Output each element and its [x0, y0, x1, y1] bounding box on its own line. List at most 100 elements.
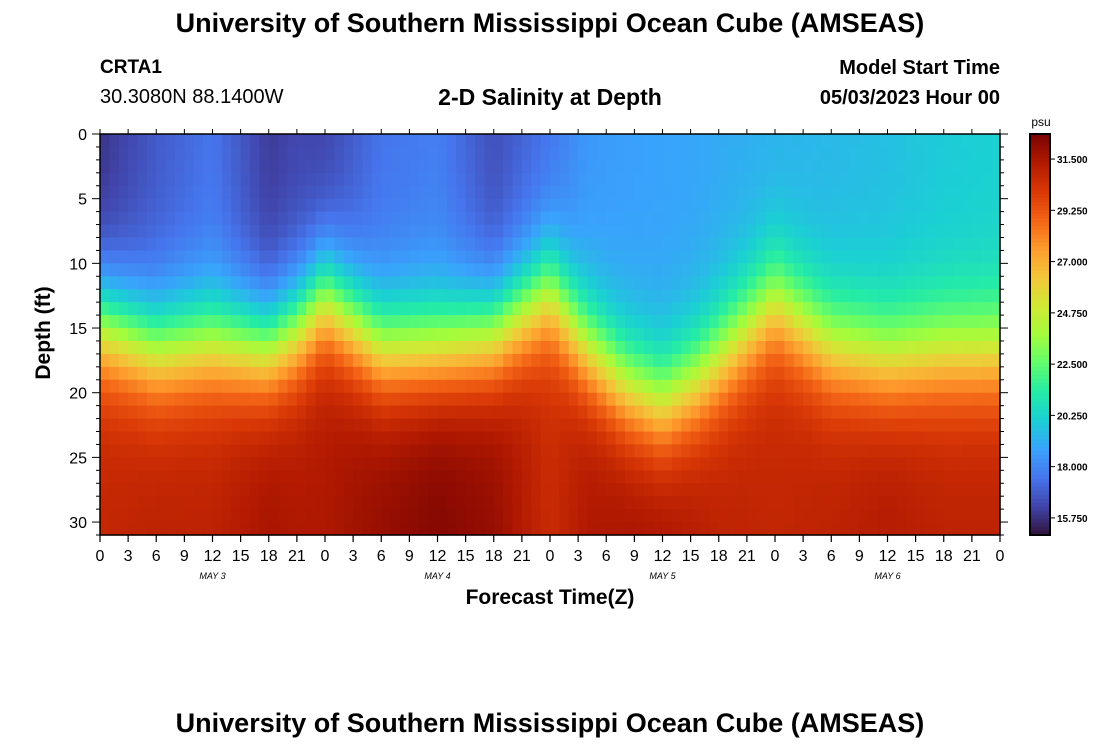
x-tick-label: 15 [232, 548, 250, 565]
heatmap-cell [118, 522, 129, 536]
heatmap-cell [718, 496, 729, 510]
heatmap-cell [943, 315, 954, 329]
heatmap-cell [906, 328, 917, 342]
heatmap-cell [221, 509, 232, 523]
heatmap-cell [737, 405, 748, 420]
heatmap-cell [662, 302, 673, 316]
heatmap-cell [193, 211, 204, 226]
heatmap-cell [971, 483, 982, 497]
heatmap-cell [634, 146, 645, 161]
heatmap-cell [784, 379, 795, 394]
heatmap-cell [165, 172, 176, 187]
heatmap-cell [493, 431, 504, 446]
heatmap-cell [868, 302, 879, 316]
heatmap-cell [728, 224, 739, 239]
heatmap-cell [437, 353, 448, 368]
heatmap-cell [596, 328, 607, 342]
heatmap-cell [709, 457, 720, 471]
heatmap-cell [475, 431, 485, 446]
heatmap-cell [362, 483, 373, 497]
heatmap-cell [156, 134, 167, 148]
heatmap-cell [175, 237, 185, 252]
heatmap-cell [625, 250, 635, 264]
heatmap-cell [906, 146, 917, 161]
heatmap-cell [465, 366, 476, 381]
heatmap-cell [193, 405, 204, 420]
heatmap-cell [231, 366, 242, 381]
x-tick-label: 21 [513, 548, 531, 565]
heatmap-cell [278, 444, 289, 458]
heatmap-cell [146, 263, 157, 277]
heatmap-cell [531, 185, 542, 200]
heatmap-cell [353, 353, 364, 368]
heatmap-cell [896, 444, 907, 458]
colorbar-swatch [1030, 458, 1050, 464]
heatmap-cell [381, 353, 392, 368]
heatmap-cell [831, 289, 842, 303]
heatmap-cell [559, 405, 570, 420]
heatmap-cell [915, 340, 926, 355]
heatmap-cell [990, 405, 1001, 420]
heatmap-cell [840, 392, 851, 407]
heatmap-cell [953, 289, 964, 303]
heatmap-cell [925, 172, 935, 187]
heatmap-cell [709, 250, 720, 264]
heatmap-cell [109, 470, 120, 484]
heatmap-cell [850, 405, 860, 420]
heatmap-cell [775, 198, 785, 213]
heatmap-cell [681, 353, 692, 368]
heatmap-cell [268, 457, 279, 471]
heatmap-cell [268, 185, 279, 200]
heatmap-cell [671, 405, 682, 420]
heatmap-cell [793, 340, 804, 355]
heatmap-cell [662, 392, 673, 407]
colorbar-swatch [1030, 266, 1050, 271]
heatmap-cell [512, 392, 523, 407]
heatmap-cell [953, 263, 964, 277]
heatmap-cell [175, 457, 185, 471]
heatmap-cell [653, 483, 664, 497]
heatmap-cell [700, 302, 710, 316]
heatmap-cell [390, 353, 401, 368]
heatmap-cell [146, 302, 157, 316]
heatmap-cell [606, 470, 617, 484]
heatmap-cell [259, 470, 270, 484]
heatmap-cell [606, 263, 617, 277]
heatmap-cell [231, 328, 242, 342]
heatmap-cell [596, 509, 607, 523]
heatmap-cell [821, 172, 832, 187]
heatmap-cell [709, 224, 720, 239]
heatmap-cell [240, 276, 251, 290]
heatmap-cell [784, 211, 795, 226]
heatmap-cell [343, 457, 354, 471]
heatmap-cell [278, 431, 289, 446]
heatmap-cell [109, 353, 120, 368]
heatmap-cell [615, 509, 626, 523]
heatmap-cell [859, 522, 870, 536]
heatmap-cell [175, 431, 185, 446]
heatmap-cell [746, 392, 757, 407]
heatmap-cell [850, 224, 860, 239]
heatmap-cell [175, 146, 185, 161]
heatmap-cell [859, 263, 870, 277]
heatmap-cell [428, 353, 439, 368]
heatmap-cell [887, 379, 898, 394]
colorbar-swatch [1030, 154, 1050, 159]
heatmap-cell [137, 224, 148, 239]
heatmap-cell [325, 315, 335, 329]
heatmap-cell [512, 315, 523, 329]
heatmap-cell [578, 224, 589, 239]
heatmap-cell [259, 263, 270, 277]
heatmap-cell [550, 509, 560, 523]
heatmap-cell [184, 353, 195, 368]
heatmap-cell [915, 366, 926, 381]
heatmap-cell [437, 134, 448, 148]
day-label: MAY 3 [199, 571, 225, 581]
heatmap-cell [615, 315, 626, 329]
heatmap-cell [362, 340, 373, 355]
heatmap-cell [559, 250, 570, 264]
heatmap-cell [343, 483, 354, 497]
heatmap-cell [615, 457, 626, 471]
heatmap-cell [231, 444, 242, 458]
heatmap-cell [165, 134, 176, 148]
